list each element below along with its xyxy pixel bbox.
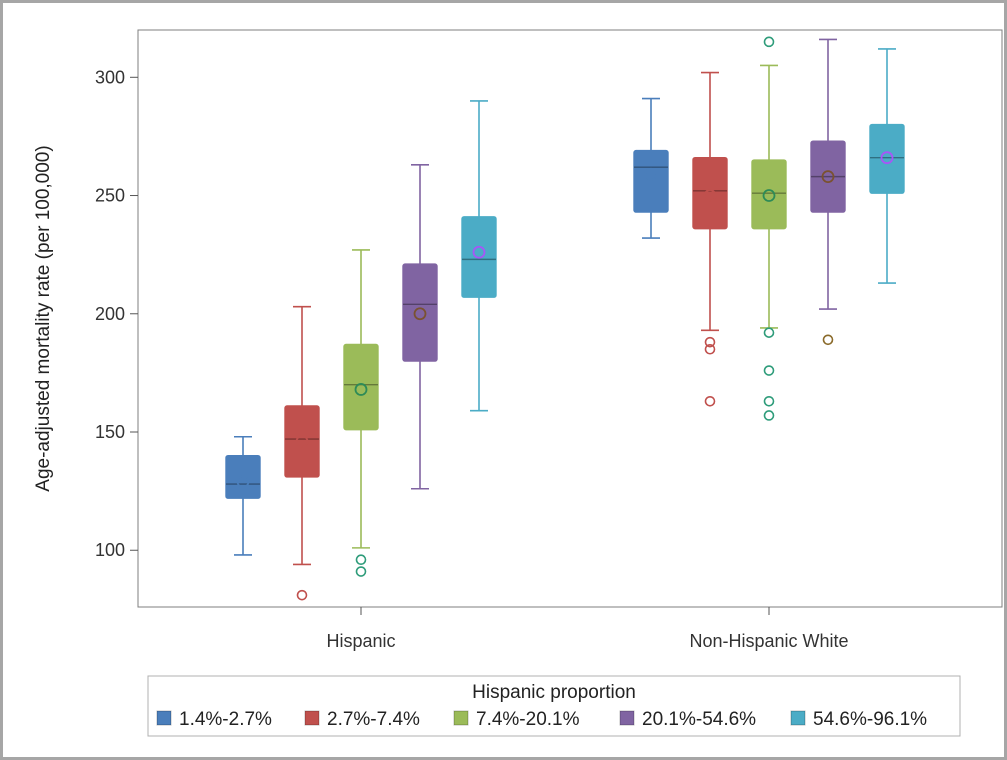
outlier-point [763,395,775,407]
mean-marker [236,475,250,489]
mean-marker [354,383,368,396]
outlier-point [763,410,775,421]
legend-box [147,675,961,737]
legend-label: 2.7%-7.4% [327,709,420,730]
x-tick-label: Hispanic [326,631,395,651]
legend-label: 7.4%-20.1% [476,709,580,730]
x-tick-label: Non-Hispanic White [689,631,848,651]
outlier-point [296,589,308,601]
iqr-box [343,343,379,431]
iqr-box [692,156,728,230]
outlier-point [763,365,775,376]
legend-swatch [790,710,806,726]
mean-marker [295,435,309,448]
y-axis-label: Age-adjusted mortality rate (per 100,000… [33,145,54,491]
iqr-box [810,140,846,213]
plot-area [137,29,1003,608]
legend-items: 1.4%-2.7% 2.7%-7.4% 7.4%-20.1% 20.1%-54.6% 5… [156,709,927,730]
box-plot-item [810,38,846,346]
box-series [461,48,905,412]
legend: Hispanic proportion 1.4%-2.7% 2.7%-7.4% 7.… [147,675,961,737]
box-series [343,36,787,577]
mean-marker [762,189,776,202]
outlier-point [763,36,775,48]
mean-marker [880,151,894,165]
box-series [402,38,846,490]
iqr-box [869,123,905,194]
legend-label: 54.6%-96.1% [813,709,927,730]
mean-marker [472,245,486,259]
iqr-box [402,263,438,362]
outlier-point [822,334,834,346]
box-plot-item [343,249,379,577]
legend-swatch [156,710,172,726]
iqr-box [751,159,787,230]
legend-swatch [304,710,320,726]
mean-marker [703,189,717,202]
outlier-point [704,395,716,407]
outlier-point [355,566,367,577]
y-tick-label: 250 [95,186,125,206]
x-axis: Hispanic Non-Hispanic White [326,607,849,651]
box-plot-item [284,305,320,601]
legend-item: 1.4%-2.7% [156,709,272,730]
y-tick-label: 150 [95,422,125,442]
y-tick-label: 100 [95,540,125,560]
box-plot-item [461,100,497,412]
box-plot-item [869,48,905,284]
box-series [284,71,728,601]
outlier-point [704,343,716,355]
outlier-point [763,327,775,338]
legend-item: 54.6%-96.1% [790,709,927,730]
box-series [225,97,669,556]
outlier-point [355,554,367,566]
legend-item: 7.4%-20.1% [453,709,580,730]
legend-swatch [619,710,635,726]
legend-item: 2.7%-7.4% [304,709,420,730]
mean-marker [644,167,658,181]
legend-label: 20.1%-54.6% [642,709,756,730]
iqr-box [284,405,320,478]
box-plot-item [633,97,669,239]
y-tick-label: 200 [95,304,125,324]
mean-marker [821,170,835,184]
box-plot-item [402,163,438,490]
outlier-point [704,336,716,348]
box-plot-item [692,71,728,407]
mean-marker [413,307,427,321]
legend-title: Hispanic proportion [472,682,636,703]
box-plot-item [225,435,261,556]
legend-swatch [453,710,469,726]
legend-item: 20.1%-54.6% [619,709,756,730]
iqr-box [633,149,669,213]
legend-label: 1.4%-2.7% [179,709,272,730]
y-axis: 100 150 200 250 300 [95,67,138,560]
y-tick-label: 300 [95,67,125,87]
box-plot-item [751,36,787,421]
box-series-group [225,36,905,601]
